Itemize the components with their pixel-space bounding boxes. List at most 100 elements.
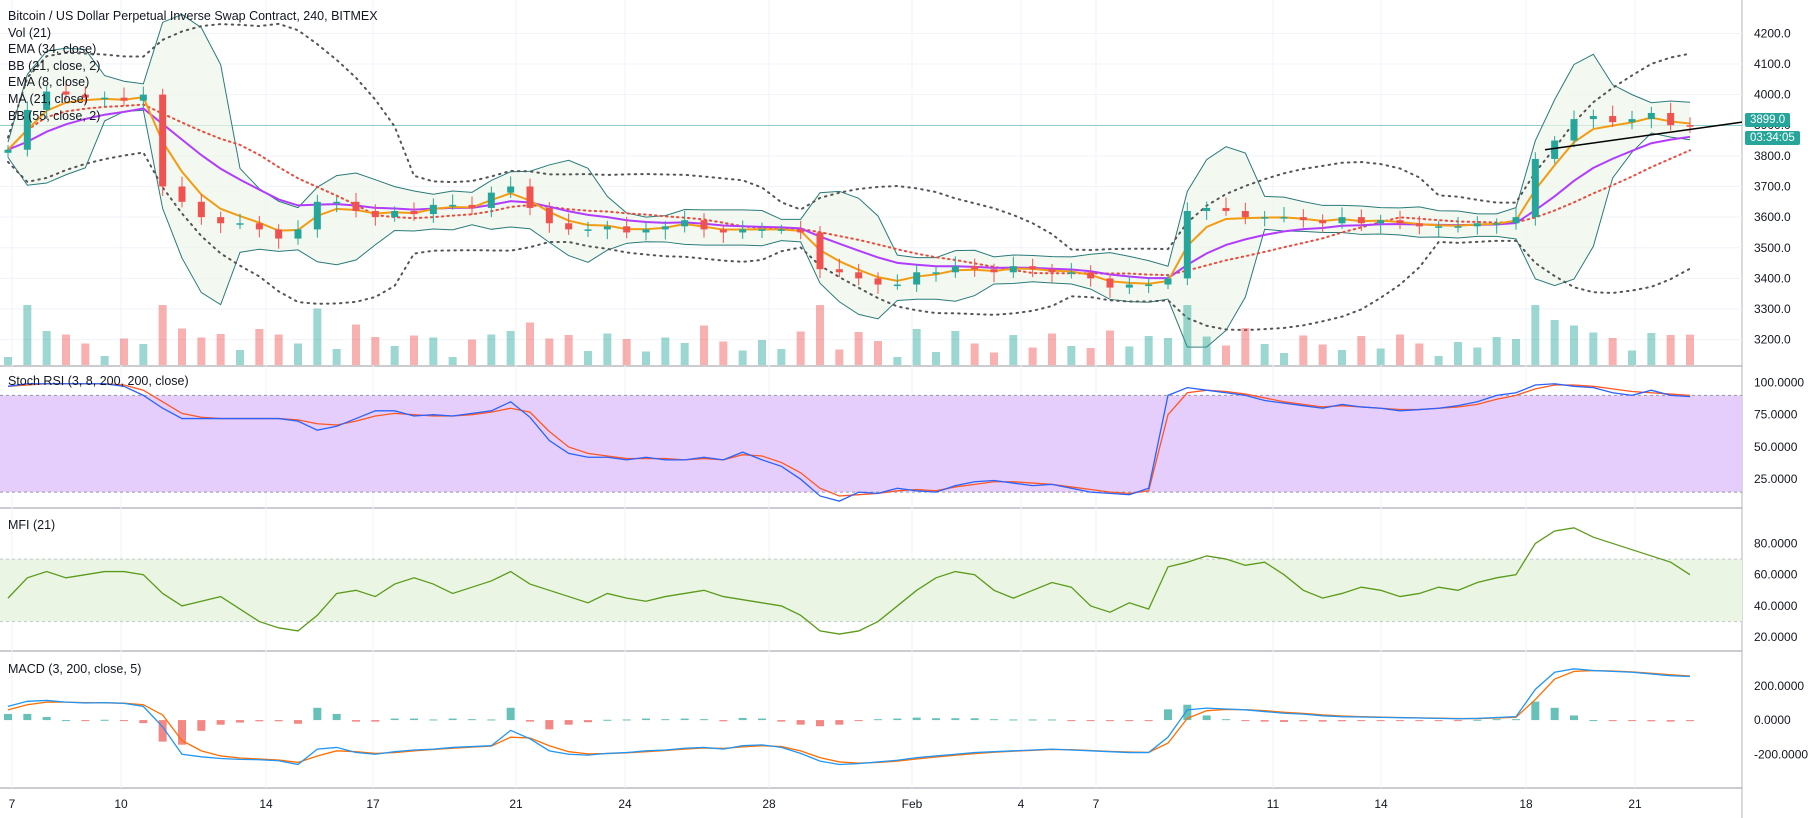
candle-body (1396, 220, 1404, 224)
candle-body (1145, 284, 1153, 287)
volume-bar (719, 341, 728, 365)
candle-body (1029, 266, 1037, 270)
legend-title: Bitcoin / US Dollar Perpetual Inverse Sw… (8, 9, 378, 23)
volume-bar (429, 337, 438, 365)
macd-histogram-bar (139, 720, 148, 724)
volume-bar (796, 331, 805, 365)
candle-body (1261, 217, 1269, 219)
macd-histogram-bar (429, 719, 438, 721)
macd-histogram-bar (274, 720, 283, 722)
candle-body (1183, 211, 1191, 279)
candle-body (584, 229, 592, 231)
candle-body (990, 269, 998, 273)
volume-bar (584, 351, 592, 365)
time-tick-label: 28 (762, 797, 776, 811)
candle-body (1647, 112, 1655, 120)
candle-body (294, 229, 302, 239)
macd-histogram-bar (912, 717, 921, 721)
macd-histogram-bar (390, 718, 399, 721)
volume-bar (545, 338, 554, 365)
macd-histogram-bar (216, 720, 225, 725)
volume-bar (448, 357, 457, 365)
last-price-badge: 3899.0 (1745, 113, 1791, 127)
macd-histogram-bar (1106, 720, 1114, 722)
volume-bar (1299, 335, 1308, 365)
volume-bar (62, 334, 70, 365)
macd-histogram-bar (1357, 720, 1366, 722)
candle-body (1609, 116, 1617, 123)
ma21-line (7, 103, 1691, 277)
candle-body (352, 201, 360, 212)
legend-line-bb55: BB (55, close, 2) (8, 108, 101, 123)
volume-bar (178, 328, 186, 365)
macd-histogram-bar (1628, 720, 1636, 722)
volume-bar (642, 351, 650, 365)
volume-bar (912, 329, 921, 365)
candle-body (1106, 278, 1114, 288)
candle-body (1551, 140, 1559, 159)
volume-bar (1415, 343, 1424, 365)
bb21-upper-line (7, 13, 1691, 267)
volume-bar (371, 337, 380, 365)
macd-histogram-bar (294, 720, 302, 724)
volume-bar (1492, 337, 1501, 365)
volume-bar (23, 305, 32, 365)
candle-body (1280, 217, 1288, 219)
macd-histogram-bar (835, 720, 844, 725)
macd-histogram-bar (1415, 720, 1424, 722)
volume-bar (1164, 338, 1172, 365)
legend-line-ema34: EMA (34, close) (8, 42, 97, 57)
volume-bar (603, 333, 612, 365)
price-tick-label: 3600.0 (1754, 210, 1791, 224)
price-tick-label: 3200.0 (1754, 333, 1791, 347)
candle-body (120, 97, 128, 101)
volume-bar (1686, 334, 1694, 365)
volume-bar (680, 343, 689, 365)
stoch-band (0, 395, 1742, 493)
ema8-line (7, 96, 1691, 285)
candle-body (1203, 207, 1211, 212)
volume-bar (854, 332, 863, 365)
macd-histogram-bar (448, 718, 457, 721)
candle-body (429, 204, 437, 215)
time-tick-label: 7 (9, 797, 16, 811)
candle-body (139, 94, 147, 101)
volume-bar (1628, 350, 1636, 365)
stoch-tick-label: 50.0000 (1754, 440, 1798, 454)
volume-bar (1222, 345, 1230, 365)
volume-bar (1550, 320, 1559, 365)
macd-histogram-bar (1454, 720, 1462, 722)
macd-histogram-bar (236, 720, 244, 723)
time-tick-label: 11 (1267, 797, 1280, 811)
stoch-tick-label: 75.0000 (1754, 408, 1798, 422)
stoch-tick-label: 25.0000 (1754, 472, 1798, 486)
volume-bar (1512, 339, 1520, 365)
candle-body (700, 220, 708, 230)
volume-bar (1241, 328, 1250, 365)
candle-body (178, 186, 186, 202)
candle-body (719, 229, 727, 233)
candle-body (236, 223, 244, 225)
volume-bar (332, 349, 341, 365)
price-tick-label: 4000.0 (1754, 88, 1791, 102)
price-tick-label: 4200.0 (1754, 26, 1791, 40)
time-tick-label: 14 (1374, 797, 1388, 811)
volume-bar (622, 339, 631, 365)
macd-histogram-bar (197, 720, 206, 731)
macd-histogram-bar (1241, 720, 1250, 722)
macd-histogram-bar (42, 717, 51, 721)
bb21-lower-line (7, 109, 1691, 348)
volume-bar (893, 357, 902, 365)
volume-bar (390, 346, 399, 365)
volume-bar (4, 357, 12, 365)
candle-body (1493, 223, 1501, 225)
time-tick-label: 4 (1018, 797, 1025, 811)
volume-bar (816, 305, 824, 365)
macd-histogram-bar (1048, 719, 1056, 721)
macd-histogram-bar (874, 719, 882, 721)
time-tick-label: 17 (366, 797, 380, 811)
macd-histogram-bar (932, 718, 940, 721)
candle-body (217, 217, 225, 224)
macd-histogram-bar (120, 720, 128, 722)
